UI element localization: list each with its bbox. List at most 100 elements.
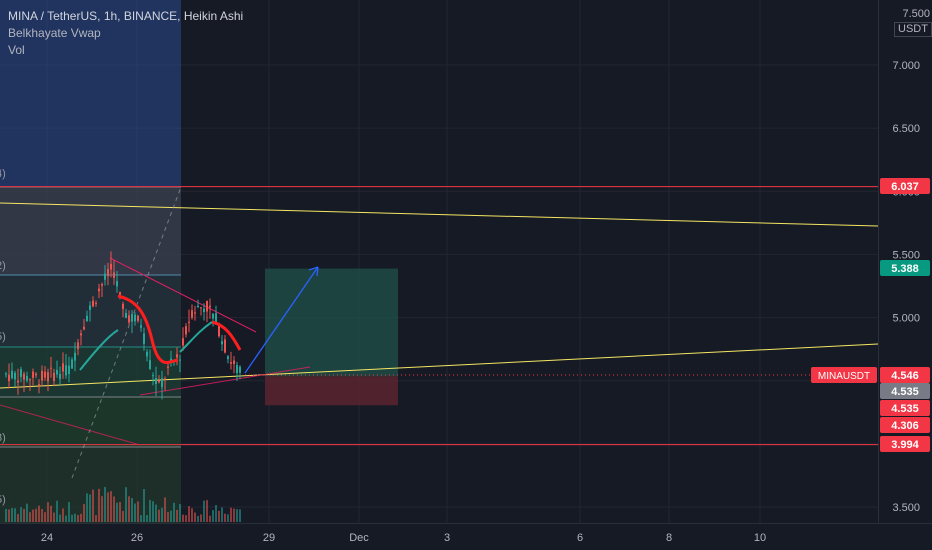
volume-bar: [89, 494, 91, 522]
symbol-title[interactable]: MINA / TetherUS, 1h, BINANCE, Heikin Ash…: [8, 9, 244, 23]
vwap-curve-red-2: [211, 320, 242, 351]
candle-body: [200, 307, 202, 309]
volume-bar: [164, 497, 166, 522]
projection-dashed-line: [71, 186, 182, 479]
volume-bar: [191, 508, 193, 522]
volume-bar: [38, 505, 40, 522]
candle-body: [224, 339, 226, 353]
vwap-zone-gray: [0, 187, 181, 275]
vwap-curve-green-2: [179, 321, 213, 353]
volume-bar: [194, 512, 196, 522]
volume-bar: [173, 502, 175, 522]
candle-body: [212, 313, 214, 319]
volume-bar: [182, 514, 184, 522]
price-tag-bg: [880, 367, 930, 383]
time-tick-label: Dec: [349, 532, 369, 544]
volume-bar: [122, 510, 124, 522]
candle-body: [107, 269, 109, 277]
candle-body: [74, 352, 76, 361]
volume-bar: [35, 508, 37, 522]
volume-bar: [107, 492, 109, 522]
band-edge-label: 5): [0, 331, 6, 343]
candle-body: [215, 313, 217, 324]
volume-bar: [20, 507, 22, 522]
volume-bar: [176, 509, 178, 522]
vwap-curve-green: [79, 329, 119, 371]
time-tick-label: 26: [131, 532, 143, 544]
currency-label: 7.500 USDT: [894, 8, 932, 37]
candle-body: [227, 356, 229, 360]
channel-lower-left-line: [0, 404, 141, 446]
candle-body: [221, 341, 223, 345]
volume-bar: [62, 508, 64, 522]
price-tag-label: 4.535: [891, 386, 919, 398]
time-tick-label: 24: [41, 532, 53, 544]
upper-trend-line: [0, 202, 879, 227]
band-edge-label: 4): [0, 168, 6, 180]
volume-bar: [44, 512, 46, 522]
volume-bar: [221, 507, 223, 522]
volume-bar: [53, 512, 55, 522]
candle-body: [137, 315, 139, 321]
price-tag-label: 5.388: [891, 263, 919, 275]
band-edge-label: 5): [0, 494, 6, 506]
candle-body: [239, 366, 241, 373]
candle-body: [149, 360, 151, 370]
candle-body: [68, 365, 70, 374]
candle-body: [134, 314, 136, 322]
candle-body: [86, 315, 88, 322]
candle-body: [17, 380, 19, 383]
volume-bar: [74, 513, 76, 522]
trade-stop-zone: [265, 376, 398, 406]
indicator-label[interactable]: Belkhayate Vwap: [8, 26, 101, 40]
volume-bar: [8, 509, 10, 522]
top-price-label: 7.500: [902, 8, 930, 20]
candle-body: [110, 263, 112, 270]
volume-bar: [17, 514, 19, 522]
candle-body: [83, 326, 85, 330]
volume-label[interactable]: Vol: [8, 43, 25, 57]
volume-bar: [86, 493, 88, 522]
volume-bar: [185, 515, 187, 522]
volume-bar: [203, 500, 205, 522]
channel-bottom-line: [139, 366, 311, 396]
candle-body: [131, 313, 133, 322]
volume-bar: [155, 504, 157, 522]
vwap-curve-red: [117, 294, 179, 364]
candle-body: [152, 375, 154, 377]
volume-bar: [11, 508, 13, 522]
price-tag-label: 4.546: [891, 370, 919, 382]
volume-bar: [215, 505, 217, 522]
candle-body: [140, 325, 142, 328]
volume-bar: [140, 515, 142, 522]
volume-bar: [68, 502, 70, 522]
volume-bar: [209, 515, 211, 522]
currency-unit[interactable]: USDT: [894, 22, 932, 37]
candle-body: [161, 378, 163, 388]
price-tag-bg: [880, 178, 930, 194]
price-tag-bg: [880, 260, 930, 276]
volume-bar: [149, 499, 151, 522]
trade-target-zone: [265, 268, 398, 377]
volume-bar: [137, 501, 139, 522]
candle-body: [101, 283, 103, 286]
price-tick-label: 5.500: [892, 249, 920, 261]
chart-legend: MINA / TetherUS, 1h, BINANCE, Heikin Ash…: [8, 8, 243, 59]
candle-body: [164, 378, 166, 380]
candle-body: [191, 310, 193, 318]
band-edge-label: 3): [0, 432, 6, 444]
channel-top-line: [109, 257, 257, 333]
candle-body: [128, 315, 130, 323]
vwap-zone-green: [0, 397, 181, 447]
candle-body: [95, 302, 97, 304]
price-tag-bg: [880, 436, 930, 452]
price-tick-label: 7.000: [892, 60, 920, 72]
volume-bar: [218, 510, 220, 522]
volume-bar: [119, 501, 121, 522]
candle-body: [104, 273, 106, 280]
candle-body: [125, 312, 127, 318]
volume-bar: [125, 487, 127, 522]
volume-bar: [14, 508, 16, 522]
